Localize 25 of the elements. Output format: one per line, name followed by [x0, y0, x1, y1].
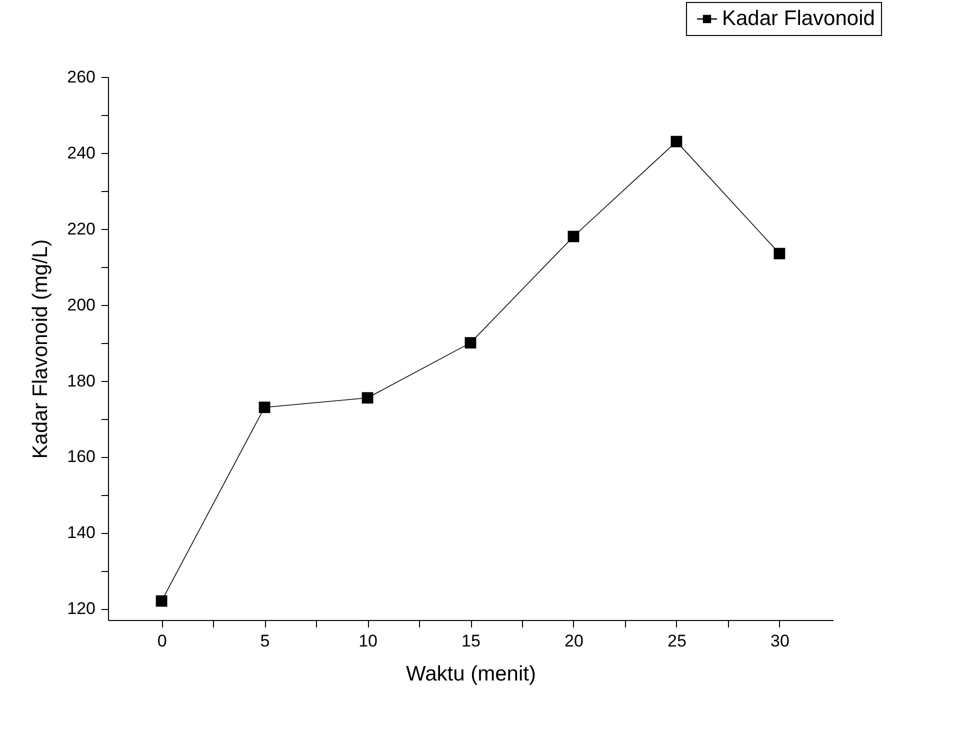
y-tick-label: 180 — [67, 371, 96, 390]
x-tick-label: 0 — [157, 632, 167, 650]
x-tick-label: 30 — [770, 632, 790, 650]
y-tick-label: 120 — [67, 599, 96, 618]
point — [568, 230, 580, 242]
point — [362, 392, 374, 404]
x-tick-label: 5 — [260, 632, 270, 650]
legend-label: Kadar Flavonoid — [722, 7, 875, 30]
point — [774, 248, 786, 260]
y-tick-label: 240 — [67, 143, 96, 162]
x-tick-label: 20 — [564, 632, 584, 650]
x-axis-title: Waktu (menit) — [406, 662, 536, 686]
x-tick-label: 25 — [668, 632, 686, 650]
y-tick-label: 140 — [67, 523, 96, 542]
y-tick-label: 260 — [67, 68, 96, 86]
point — [156, 595, 168, 607]
point — [670, 136, 682, 148]
y-tick-label: 160 — [67, 447, 96, 466]
x-tick-label: 10 — [358, 632, 378, 650]
point — [464, 337, 476, 349]
point — [258, 402, 270, 414]
y-tick-label: 200 — [67, 295, 96, 314]
x-tick-label: 15 — [462, 632, 480, 650]
y-axis-title: Kadar Flavonoid (mg/L) — [29, 239, 52, 459]
y-tick-label: 220 — [67, 219, 96, 238]
